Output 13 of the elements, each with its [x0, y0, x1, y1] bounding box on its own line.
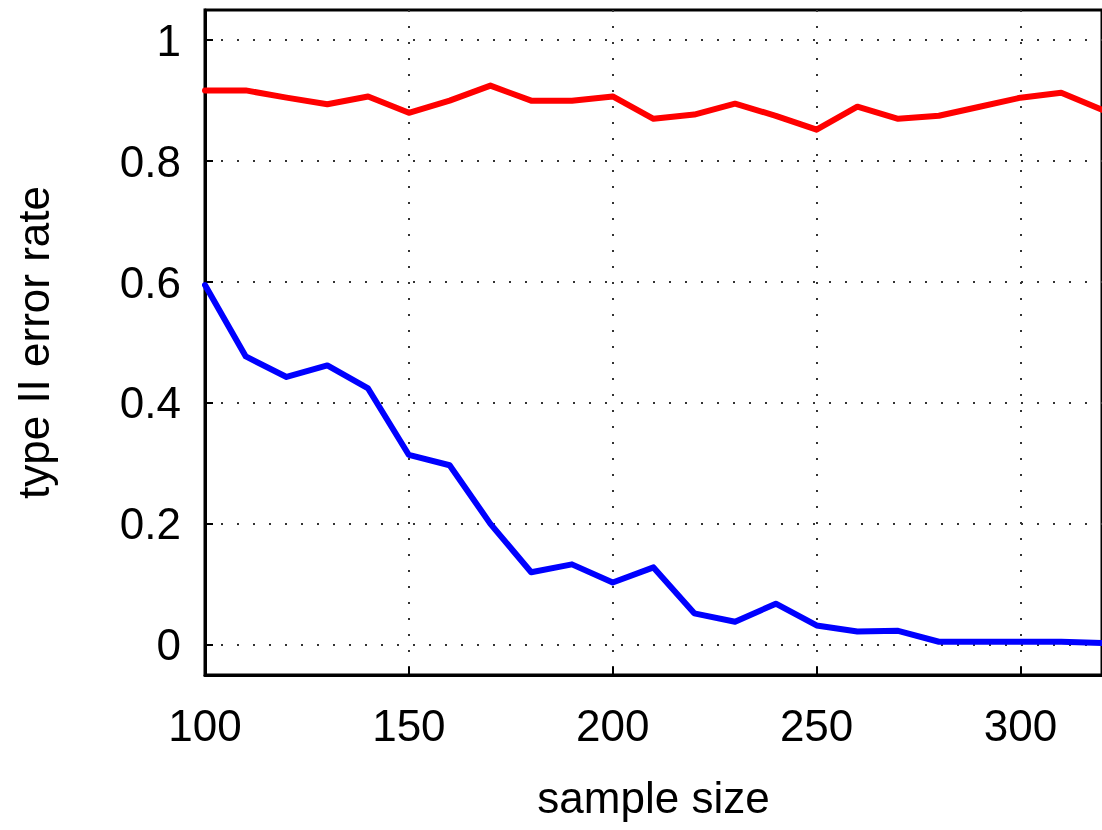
y-tick-label: 1	[156, 15, 181, 65]
x-tick-label: 300	[983, 700, 1058, 750]
x-axis-title: sample size	[537, 772, 770, 822]
x-tick-label: 150	[372, 700, 446, 750]
x-tick-label: 100	[168, 700, 242, 750]
y-tick-label: 0.6	[119, 257, 181, 307]
x-tick-label: 250	[779, 700, 854, 750]
y-tick-label: 0.4	[119, 378, 181, 428]
y-tick-label: 0	[156, 620, 181, 670]
y-tick-label: 0.2	[119, 499, 181, 549]
y-axis-title: type II error rate	[8, 185, 58, 500]
x-tick-label: 200	[576, 700, 650, 750]
y-tick-label: 0.8	[119, 136, 181, 186]
